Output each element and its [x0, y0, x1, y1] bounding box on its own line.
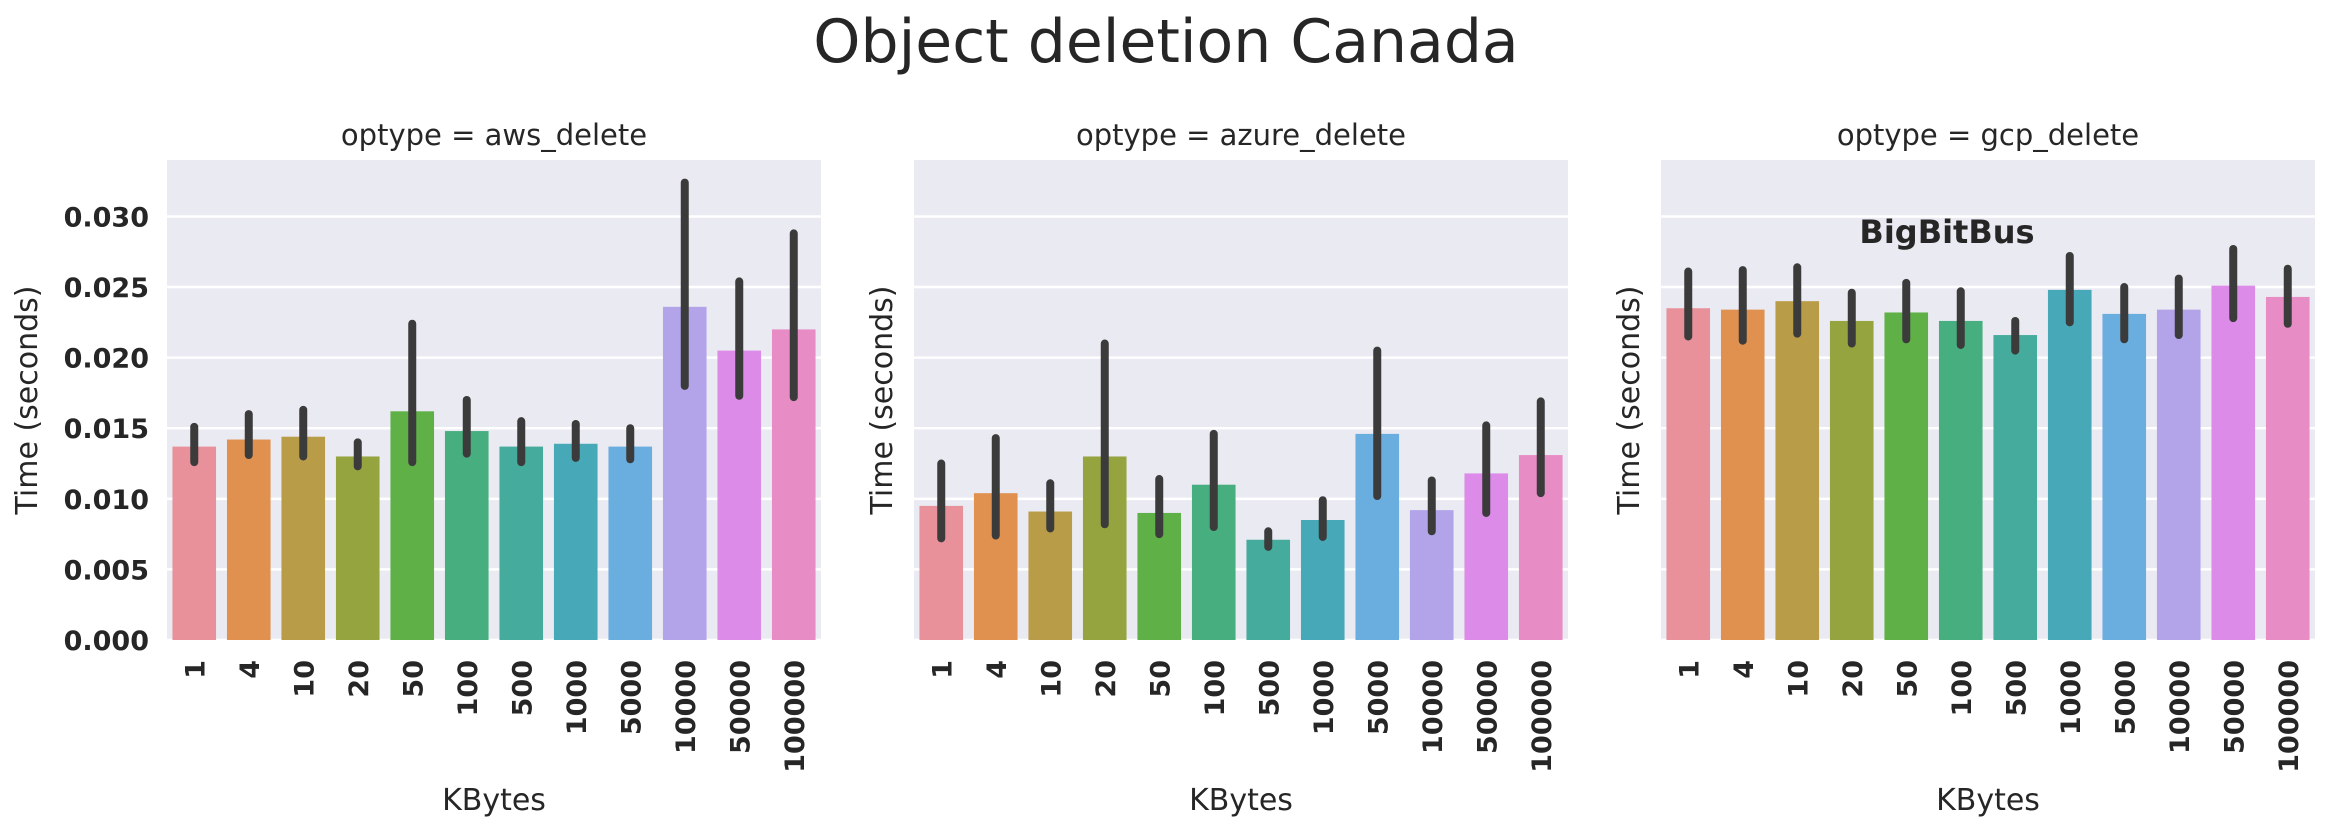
bar-1000 [2047, 289, 2092, 640]
y-tick-label: 0.030 [64, 202, 149, 233]
bar-5000 [2102, 313, 2147, 640]
x-tick-label: 500 [507, 660, 538, 716]
bar-4 [226, 439, 271, 640]
chart-title: Object deletion Canada [813, 7, 1518, 77]
x-tick-label: 20 [344, 660, 375, 698]
y-axis-label: Time (seconds) [10, 286, 45, 516]
x-tick-label: 50 [398, 660, 429, 698]
plot-background [167, 160, 821, 640]
x-tick-label: 500 [1254, 660, 1285, 716]
y-tick-label: 0.025 [64, 273, 149, 304]
x-tick-label: 10 [1783, 660, 1814, 698]
bar-5000 [608, 446, 653, 640]
x-tick-label: 20 [1091, 660, 1122, 698]
bar-500 [1993, 335, 2038, 640]
y-axis-label: Time (seconds) [865, 286, 900, 516]
x-tick-label: 1000 [562, 660, 593, 735]
facet-panel-0: 0.000 0.005 0.010 0.015 0.020 0.025 0.030 1 4 10 2… [10, 118, 821, 818]
x-tick-label: 50 [1892, 660, 1923, 698]
x-tick-label: 50 [1145, 660, 1176, 698]
bar-500 [499, 446, 544, 640]
x-tick-label: 1000 [2056, 660, 2087, 735]
x-tick-label: 4 [1729, 660, 1760, 679]
x-tick-label: 4 [982, 660, 1013, 679]
y-tick-label: 0.000 [64, 626, 149, 657]
bar-500 [1246, 539, 1291, 640]
plot-background [1661, 160, 2315, 640]
bar-20 [335, 456, 380, 640]
bar-100 [1938, 320, 1983, 640]
panel-title: optype = aws_delete [341, 118, 647, 152]
y-tick-label: 0.010 [64, 485, 149, 516]
plot-background [914, 160, 1568, 640]
y-tick-label: 0.005 [64, 555, 149, 586]
x-axis-label: KBytes [1936, 783, 2040, 818]
x-tick-label: 500 [2001, 660, 2032, 716]
x-tick-label: 50000 [1472, 660, 1503, 754]
bar-50000 [2211, 285, 2256, 640]
x-tick-label: 10000 [2165, 660, 2196, 754]
x-tick-label: 100000 [2274, 660, 2305, 773]
facet-panel-1: 1 4 10 20 50 100 500 1000 5000 10000 50000 100000 op… [865, 118, 1568, 818]
x-tick-label: 100000 [780, 660, 811, 773]
x-tick-label: 1 [180, 660, 211, 679]
x-tick-label: 100000 [1527, 660, 1558, 773]
x-tick-label: 1 [1674, 660, 1705, 679]
watermark-text: BigBitBus [1859, 213, 2034, 251]
x-tick-label: 50000 [725, 660, 756, 754]
bar-10 [1775, 301, 1820, 640]
bar-50 [1884, 312, 1929, 640]
bar-100 [444, 431, 489, 640]
bar-10 [281, 436, 326, 640]
facet-panels: 0.000 0.005 0.010 0.015 0.020 0.025 0.030 1 4 10 2… [10, 118, 2315, 818]
x-tick-label: 10 [1036, 660, 1067, 698]
bar-4 [1720, 309, 1765, 640]
x-tick-label: 10 [289, 660, 320, 698]
x-tick-label: 5000 [616, 660, 647, 735]
x-tick-label: 10000 [1418, 660, 1449, 754]
x-tick-label: 5000 [2110, 660, 2141, 735]
y-axis-label: Time (seconds) [1612, 286, 1647, 516]
x-tick-label: 20 [1838, 660, 1869, 698]
facet-panel-2: 1 4 10 20 50 100 500 1000 5000 10000 50000 100000 op… [1612, 118, 2315, 818]
x-axis-label: KBytes [1189, 783, 1293, 818]
bar-100000 [2265, 296, 2310, 640]
x-tick-label: 1000 [1309, 660, 1340, 735]
x-tick-label: 100 [453, 660, 484, 716]
bar-1000 [553, 443, 598, 640]
bar-1 [1666, 308, 1711, 640]
x-tick-label: 1 [927, 660, 958, 679]
y-tick-label: 0.015 [64, 414, 149, 445]
x-tick-label: 10000 [671, 660, 702, 754]
x-tick-label: 100 [1200, 660, 1231, 716]
y-tick-label: 0.020 [64, 344, 149, 375]
panel-title: optype = gcp_delete [1837, 118, 2139, 152]
panel-title: optype = azure_delete [1076, 118, 1406, 152]
bar-1 [172, 446, 217, 640]
x-tick-label: 50000 [2219, 660, 2250, 754]
bar-10 [1028, 511, 1073, 640]
x-tick-label: 4 [235, 660, 266, 679]
x-tick-label: 100 [1947, 660, 1978, 716]
x-tick-label: 5000 [1363, 660, 1394, 735]
bar-20 [1829, 320, 1874, 640]
x-axis-label: KBytes [442, 783, 546, 818]
bar-10000 [2156, 309, 2201, 640]
